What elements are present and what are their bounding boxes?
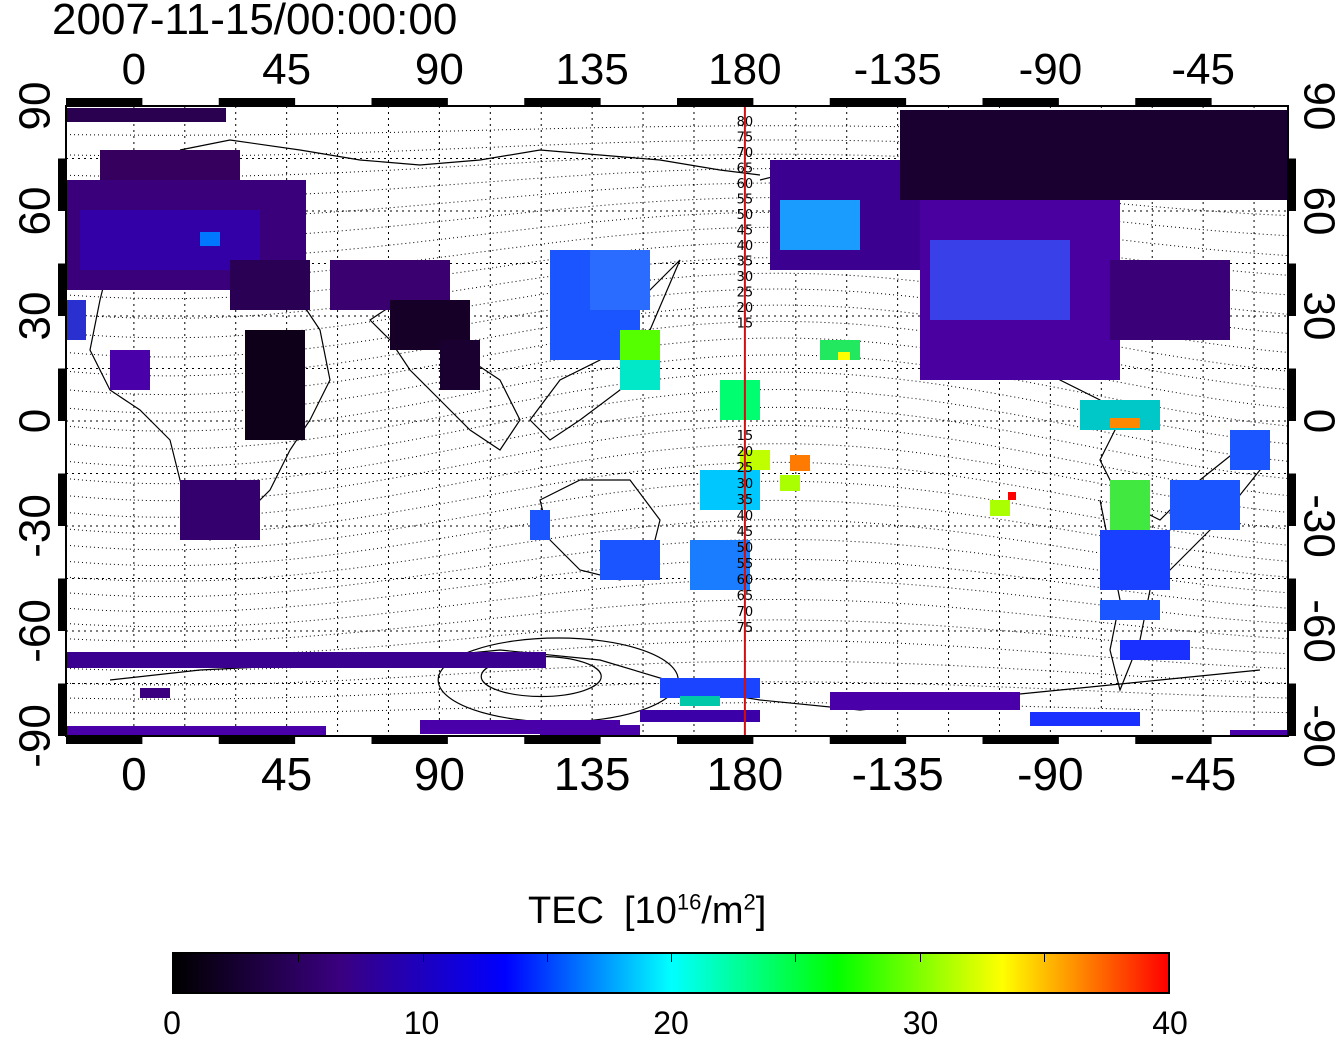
right-lat-label: 60: [1294, 187, 1342, 236]
frame-bar-right: [1288, 683, 1296, 736]
top-lon-label: 180: [708, 45, 781, 94]
frame-bar-top: [524, 98, 601, 106]
left-lat-label: 90: [11, 82, 60, 131]
south-pole-contour: [437, 637, 679, 723]
colorbar-tick-mark: [1043, 954, 1045, 962]
frame-scale-bars: [58, 98, 1296, 744]
colorbar-tick-label: 0: [163, 1005, 181, 1041]
left-lat-label: -90: [11, 704, 60, 768]
frame-bar-bottom: [66, 736, 143, 744]
frame-bar-top: [371, 98, 448, 106]
colorbar-tick-label: 30: [902, 1005, 939, 1041]
left-lat-label: 30: [11, 292, 60, 341]
right-lat-label: 30: [1294, 292, 1342, 341]
magnetic-contour-line: [66, 388, 1288, 468]
frame-bar-top: [1135, 98, 1212, 106]
colorbar-title: TEC [1016/m2]: [528, 890, 766, 933]
frame-bar-right: [1288, 158, 1296, 211]
frame-bar-bottom: [1135, 736, 1212, 744]
magnetic-contour-line: [66, 304, 1288, 377]
right-lat-label: 0: [1294, 409, 1342, 433]
left-lat-label: -60: [11, 599, 60, 663]
top-lon-label: 0: [122, 45, 146, 94]
top-lon-label: 135: [555, 45, 628, 94]
bottom-lon-label: 90: [414, 748, 465, 800]
bottom-lon-label: -135: [852, 748, 944, 800]
colorbar-tick-mark: [919, 954, 921, 962]
frame-bar-top: [677, 98, 754, 106]
frame-bar-bottom: [218, 736, 296, 744]
map-timestamp: 2007-11-15/00:00:00: [52, 0, 458, 44]
magnetic-contour-line: [66, 598, 1288, 643]
right-latitude-axis: 90 60 30 0 -30 -60 -90: [1294, 82, 1342, 768]
frame-bar-left: [58, 368, 66, 421]
tec-world-map: 8075706560555045403530252015152025303540…: [11, 45, 1342, 800]
colorbar-unit-exponent2: 2: [743, 889, 756, 915]
colorbar-tick-mark: [422, 954, 424, 962]
colorbar-tick-mark: [546, 954, 548, 962]
top-longitude-axis: 0 45 90 135 180 -135 -90 -45: [122, 45, 1235, 94]
colorbar-tick-label: 40: [1152, 1005, 1188, 1041]
frame-bar-right: [1288, 263, 1296, 316]
frame-bar-top: [982, 98, 1059, 106]
frame-bar-right: [1288, 368, 1296, 421]
top-lon-label: 90: [415, 45, 464, 94]
bottom-lon-label: -90: [1017, 748, 1083, 800]
frame-bar-right: [1288, 578, 1296, 631]
right-lat-label: 90: [1294, 82, 1342, 131]
top-lon-label: 45: [262, 45, 311, 94]
frame-bar-bottom: [677, 736, 754, 744]
right-lat-label: -60: [1294, 599, 1342, 663]
magnetic-contour-line: [66, 519, 1288, 582]
frame-bar-left: [58, 578, 66, 631]
colorbar-unit-mid: /m: [701, 890, 744, 932]
bottom-longitude-axis: 0 45 90 135 180 -135 -90 -45: [121, 748, 1236, 800]
right-lat-label: -30: [1294, 494, 1342, 558]
bottom-lon-label: 135: [554, 748, 631, 800]
colorbar-tick-label: 20: [653, 1005, 689, 1041]
bottom-lon-label: 180: [707, 748, 784, 800]
magnetic-contour-line: [66, 461, 1288, 535]
left-lat-label: 0: [11, 409, 60, 433]
colorbar-tick-mark: [795, 954, 797, 962]
frame-bar-left: [58, 263, 66, 316]
magnetic-contour-line: [66, 619, 1288, 657]
frame-bar-left: [58, 158, 66, 211]
frame-bar-bottom: [371, 736, 448, 744]
colorbar-tick-label: 10: [403, 1005, 440, 1041]
top-lon-label: -45: [1171, 45, 1235, 94]
left-lat-label: -30: [11, 494, 60, 558]
magnetic-contour-line: [66, 499, 1288, 567]
frame-bar-bottom: [524, 736, 601, 744]
frame-bar-bottom: [982, 736, 1059, 744]
colorbar-tick-mark: [298, 954, 300, 962]
right-lat-label: -90: [1294, 704, 1342, 768]
magnetic-contour-line: [66, 424, 1288, 502]
frame-bar-left: [58, 683, 66, 736]
frame-bar-right: [1288, 473, 1296, 526]
colorbar-tick-mark: [671, 954, 672, 962]
colorbar-quantity: TEC: [528, 890, 604, 932]
magnetic-contour-line: [66, 406, 1288, 485]
colorbar-unit-prefix: [10: [624, 890, 677, 932]
magnetic-contour-line: [66, 443, 1288, 518]
frame-bar-bottom: [829, 736, 907, 744]
tec-observation-patches: [66, 108, 1288, 736]
left-latitude-axis: 90 60 30 0 -30 -60 -90: [11, 82, 60, 768]
bottom-lon-label: 45: [261, 748, 312, 800]
colorbar-unit-exponent: 16: [676, 889, 702, 915]
frame-bar-top: [218, 98, 296, 106]
frame-bar-top: [66, 98, 143, 106]
bottom-lon-label: -45: [1170, 748, 1236, 800]
colorbar-unit-suffix: ]: [755, 890, 767, 932]
tec-colorbar: [172, 952, 1170, 994]
frame-bar-top: [829, 98, 907, 106]
left-lat-label: 60: [11, 187, 60, 236]
bottom-lon-label: 0: [121, 748, 147, 800]
top-lon-label: -135: [854, 45, 942, 94]
magnetic-contour-line: [66, 371, 1288, 450]
frame-bar-left: [58, 473, 66, 526]
top-lon-label: -90: [1019, 45, 1083, 94]
